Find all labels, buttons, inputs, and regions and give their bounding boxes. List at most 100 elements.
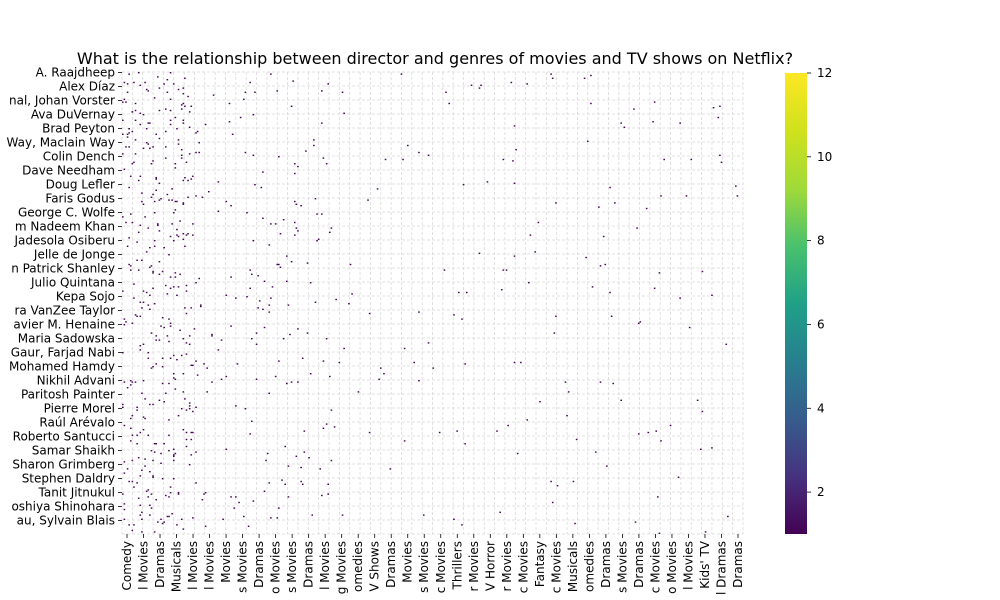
- heatmap-cell: [701, 270, 704, 273]
- heatmap-cell: [418, 380, 420, 382]
- heatmap-cell: [169, 357, 172, 359]
- heatmap-cell: [123, 461, 126, 463]
- heatmap-cell: [276, 90, 279, 92]
- heatmap-cell: [329, 375, 331, 378]
- heatmap-cell: [150, 450, 153, 452]
- x-tick-label: Dramas: [302, 541, 316, 588]
- y-tick-label: Way, Maclain Way: [7, 136, 115, 150]
- y-tick-label: Stephen Daldry: [22, 472, 115, 486]
- heatmap-cell: [537, 221, 540, 224]
- heatmap-cell: [599, 265, 602, 267]
- heatmap-cell: [137, 457, 140, 459]
- heatmap-cell: [287, 465, 290, 467]
- heatmap-cell: [220, 339, 223, 341]
- heatmap-cell: [204, 123, 207, 126]
- x-tick-label: l Movies: [137, 541, 151, 590]
- heatmap-cell: [139, 301, 142, 303]
- heatmap-cell: [316, 240, 318, 242]
- colorbar-ticks: 2 4 6 8 10 12: [807, 66, 832, 499]
- x-tick-label: o Movies: [665, 541, 679, 594]
- heatmap-cell: [168, 318, 170, 320]
- heatmap-cell: [150, 367, 153, 369]
- x-tick-label: Kids' TV: [698, 540, 712, 589]
- heatmap-cell: [378, 378, 380, 380]
- heatmap-cell: [123, 318, 126, 320]
- heatmap-cell: [198, 277, 201, 280]
- heatmap-cell: [137, 269, 140, 271]
- heatmap-cell: [575, 438, 578, 441]
- heatmap-cell: [300, 480, 302, 483]
- heatmap-cell: [133, 161, 135, 163]
- heatmap-cell: [207, 191, 210, 193]
- heatmap-cell: [652, 121, 654, 123]
- heatmap-cell: [147, 227, 150, 229]
- heatmap-cell: [550, 480, 552, 483]
- heatmap-cell: [182, 429, 185, 431]
- x-tick-label: c Movies: [516, 541, 530, 593]
- heatmap-cell: [464, 443, 466, 445]
- heatmap-cell: [297, 381, 299, 383]
- heatmap-cell: [123, 518, 126, 520]
- heatmap-cell: [203, 493, 205, 495]
- heatmap-cell: [195, 282, 197, 284]
- heatmap-cell: [301, 357, 304, 359]
- heatmap-cell: [174, 200, 177, 203]
- heatmap-cell: [696, 399, 699, 401]
- heatmap-cell: [172, 240, 175, 242]
- heatmap-cell: [252, 240, 255, 242]
- heatmap-cell: [653, 101, 656, 103]
- heatmap-cell: [169, 486, 172, 488]
- heatmap-cell: [141, 192, 143, 194]
- heatmap-cell: [134, 109, 137, 112]
- heatmap-cell: [325, 338, 328, 340]
- heatmap-cell: [407, 144, 409, 147]
- heatmap-cell: [604, 263, 607, 266]
- heatmap-cell: [250, 273, 253, 275]
- heatmap-cell: [610, 315, 613, 317]
- heatmap-cell: [357, 391, 360, 393]
- heatmap-cell: [192, 364, 194, 366]
- heatmap-cell: [149, 514, 151, 516]
- heatmap-cell: [164, 392, 167, 394]
- heatmap-cell: [321, 213, 323, 215]
- heatmap-cell: [639, 321, 642, 323]
- heatmap-cell: [179, 329, 181, 331]
- heatmap-cell: [333, 426, 336, 428]
- heatmap-cell: [293, 172, 296, 175]
- heatmap-cell: [122, 403, 124, 406]
- heatmap-cell: [422, 514, 425, 516]
- heatmap-cell: [128, 237, 130, 239]
- heatmap-cell: [164, 108, 167, 110]
- heatmap-cell: [513, 255, 516, 257]
- heatmap-cell: [657, 496, 659, 498]
- heatmap-cell: [145, 142, 148, 144]
- heatmap-cell: [168, 434, 170, 436]
- heatmap-cell: [270, 517, 272, 519]
- heatmap-cell: [153, 303, 156, 305]
- x-tick-label: o Movies: [269, 541, 283, 594]
- heatmap-cell: [161, 357, 164, 359]
- heatmap-cell: [246, 212, 248, 214]
- heatmap-cell: [137, 231, 140, 233]
- heatmap-cell: [185, 161, 188, 163]
- heatmap-cell: [263, 280, 266, 282]
- heatmap-cell: [195, 360, 197, 362]
- heatmap-cell: [300, 205, 302, 207]
- heatmap-cell: [122, 101, 124, 103]
- heatmap-cell: [534, 251, 536, 253]
- heatmap-cell: [133, 297, 135, 299]
- heatmap-cell: [160, 198, 162, 200]
- heatmap-cell: [142, 343, 145, 345]
- heatmap-cell: [217, 210, 220, 212]
- heatmap-cell: [700, 448, 702, 450]
- x-tick-label: Movies: [401, 541, 415, 583]
- heatmap-cell: [270, 223, 272, 225]
- y-tick-label: ra VanZee Taylor: [14, 304, 115, 318]
- heatmap-cell: [322, 157, 325, 159]
- heatmap-cell: [230, 496, 232, 498]
- heatmap-cell: [286, 255, 288, 257]
- heatmap-cell: [152, 272, 154, 274]
- y-tick-label: avier M. Henaine: [13, 318, 115, 332]
- y-tick-label: Ava DuVernay: [31, 108, 115, 122]
